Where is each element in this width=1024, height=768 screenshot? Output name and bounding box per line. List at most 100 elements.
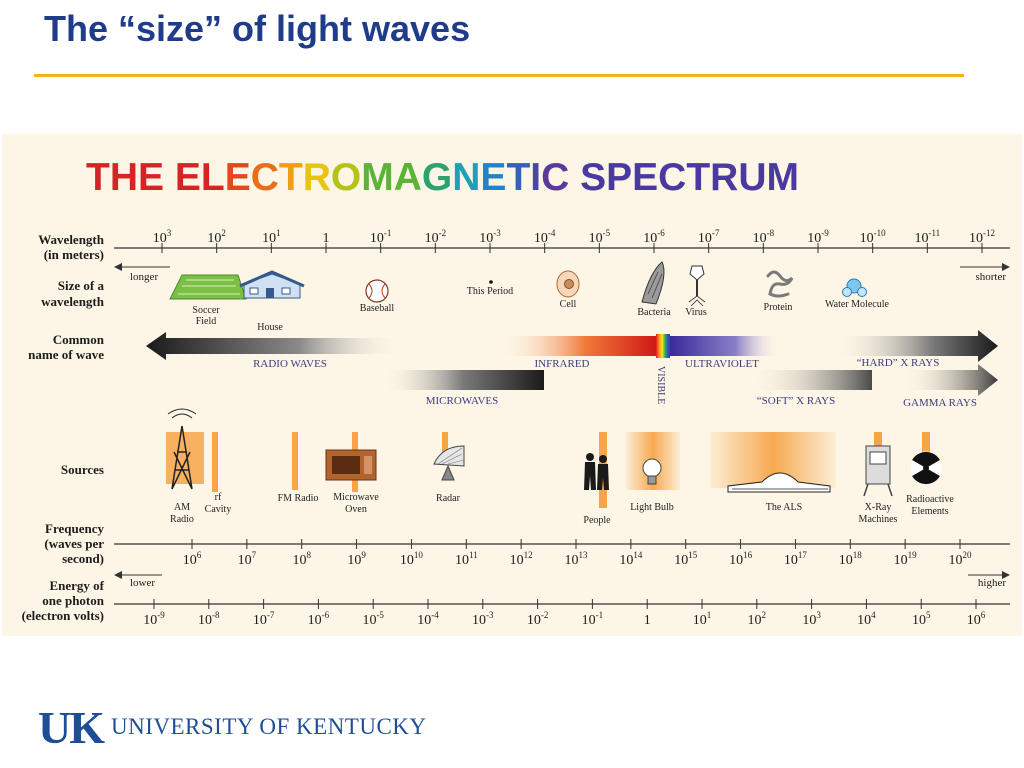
row-label-frequency-2: (waves per (44, 536, 104, 551)
wavelength-tick-label: 103 (153, 228, 172, 246)
frequency-tick-label: 1017 (784, 550, 808, 568)
row-label-common-2: name of wave (28, 347, 104, 362)
row-label-common-1: Common (53, 332, 105, 347)
size-label-virus: Virus (685, 307, 707, 318)
als-building-icon (727, 472, 831, 493)
gamma-rays-band (902, 364, 998, 396)
frequency-tick-label: 107 (238, 550, 257, 568)
size-label-bacteria: Bacteria (637, 307, 671, 318)
longer-arrow-head (114, 263, 122, 271)
frequency-ticks: 106 107 108 109 1010 1011 1012 1013 1014 1015 1016… (183, 539, 972, 568)
baseball-icon (365, 279, 389, 303)
radar-dish-icon (433, 445, 465, 481)
source-label-als: The ALS (766, 502, 802, 513)
frequency-tick-label: 109 (347, 550, 366, 568)
heading-letter: E (138, 156, 164, 199)
row-label-size-2: wavelength (41, 294, 105, 309)
heading-letter: I (530, 156, 541, 199)
frequency-tick-label: 1015 (674, 550, 698, 568)
wave-label-microwaves: MICROWAVES (426, 395, 499, 407)
source-label-people: People (583, 515, 611, 526)
heading-letter: O (331, 156, 361, 199)
shorter-label: shorter (975, 271, 1006, 283)
row-label-size-1: Size of a (58, 278, 105, 293)
heading-letter: C (251, 156, 279, 199)
frequency-tick-label: 1010 (400, 550, 424, 568)
heading-letter: A (394, 156, 422, 199)
energy-tick-label: 104 (857, 610, 876, 628)
size-label-house: House (257, 322, 283, 333)
radio-waves-band (146, 332, 402, 360)
frequency-tick-label: 106 (183, 550, 202, 568)
energy-tick-label: 106 (967, 610, 986, 628)
heading-letter: M (361, 156, 394, 199)
wave-label-radio: RADIO WAVES (253, 358, 327, 370)
wavelength-tick-label: 1 (323, 231, 330, 246)
wavelength-tick-label: 101 (262, 228, 281, 246)
lower-arrow-head (114, 571, 122, 579)
longer-label: longer (130, 271, 158, 283)
wavelength-tick-label: 10-4 (534, 228, 556, 246)
heading-letter: R (710, 156, 738, 199)
bacteria-icon (641, 261, 665, 305)
energy-tick-label: 10-7 (253, 610, 275, 628)
heading-letter: M (767, 156, 800, 199)
water-molecule-icon (842, 278, 867, 297)
row-label-energy-1: Energy of (49, 578, 104, 593)
heading-letter: N (452, 156, 480, 199)
size-label-field: Field (196, 316, 217, 327)
heading-letter: R (303, 156, 331, 199)
uk-logo-mark: UK (38, 701, 105, 753)
university-name: UNIVERSITY OF KENTUCKY (111, 714, 427, 739)
infrared-band (498, 336, 656, 356)
wave-label-infrared: INFRARED (534, 358, 589, 370)
heading-letter: H (110, 156, 138, 199)
heading-letter: C (541, 156, 569, 199)
spectrum-heading: THE ELECTROMAGNETIC SPECTRUM (86, 156, 799, 199)
source-label-elements: Elements (911, 506, 948, 517)
energy-tick-label: 10-6 (308, 610, 330, 628)
source-label-microwave: Microwave (333, 492, 379, 503)
source-label-machines: Machines (859, 514, 898, 525)
energy-tick-label: 10-4 (417, 610, 439, 628)
energy-tick-label: 103 (802, 610, 821, 628)
em-spectrum-figure: THE ELECTROMAGNETIC SPECTRUM Wavelength … (2, 134, 1022, 636)
frequency-tick-label: 1018 (839, 550, 863, 568)
xray-machine-icon (863, 445, 893, 497)
wave-label-soft-xrays: “SOFT” X RAYS (757, 395, 835, 407)
heading-letter: T (86, 156, 110, 199)
energy-tick-label: 10-8 (198, 610, 220, 628)
virus-icon (688, 265, 706, 307)
wave-label-ultraviolet: ULTRAVIOLET (685, 358, 759, 370)
hard-xrays-band (834, 330, 998, 362)
size-label-protein: Protein (764, 302, 793, 313)
heading-letter: S (580, 156, 606, 199)
title-rule (34, 74, 964, 77)
source-label-oven: Oven (345, 504, 367, 515)
wave-label-gamma: GAMMA RAYS (903, 397, 977, 409)
source-label-fm-radio: FM Radio (278, 493, 319, 504)
wavelength-tick-label: 10-11 (914, 228, 940, 246)
source-label-rf: rf (215, 492, 222, 503)
cell-icon (556, 270, 580, 298)
people-icon (584, 453, 609, 490)
soft-xrays-band (750, 370, 872, 390)
wave-label-hard-xrays: “HARD” X RAYS (857, 357, 940, 369)
size-label-cell: Cell (560, 299, 577, 310)
source-label-xray: X-Ray (865, 502, 892, 513)
heading-letter: T (686, 156, 710, 199)
frequency-tick-label: 1016 (729, 550, 753, 568)
higher-arrow-head (1002, 571, 1010, 579)
source-label-light-bulb: Light Bulb (630, 502, 674, 513)
heading-letter: G (422, 156, 452, 199)
slide-title: The “size” of light waves (44, 8, 471, 49)
energy-tick-label: 10-2 (527, 610, 549, 628)
am-radio-tower-icon (167, 408, 197, 490)
microwaves-band (382, 370, 544, 390)
shorter-arrow-head (1002, 263, 1010, 271)
row-label-energy-3: (electron volts) (22, 608, 104, 623)
frequency-tick-label: 1020 (949, 550, 973, 568)
radioactive-icon (909, 451, 943, 485)
row-label-frequency-1: Frequency (45, 521, 104, 536)
light-bulb-icon (642, 458, 662, 485)
